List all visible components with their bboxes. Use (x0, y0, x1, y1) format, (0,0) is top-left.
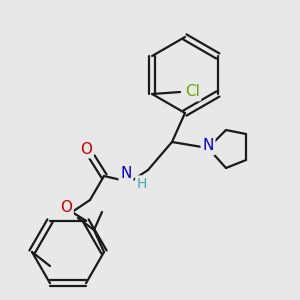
Text: N: N (120, 167, 132, 182)
Text: O: O (80, 142, 92, 157)
Text: H: H (137, 177, 147, 191)
Text: O: O (60, 200, 72, 215)
Text: Cl: Cl (185, 85, 200, 100)
Text: N: N (202, 139, 214, 154)
